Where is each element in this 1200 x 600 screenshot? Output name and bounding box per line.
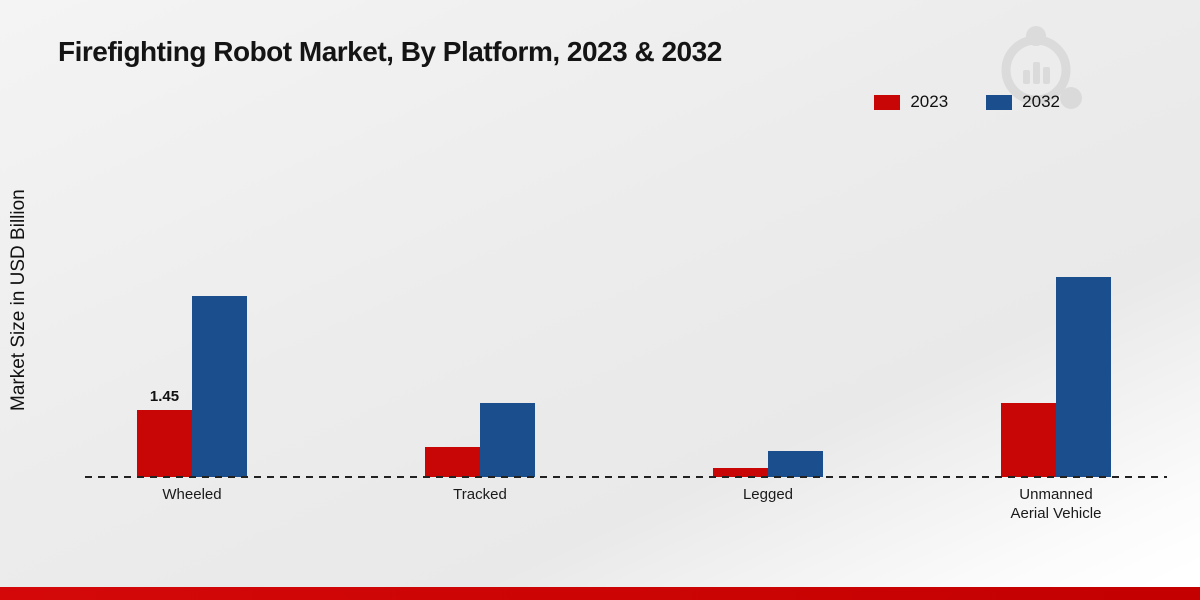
- bar-2023-wheeled: 1.45: [137, 388, 192, 477]
- legend-label-2023: 2023: [910, 92, 949, 111]
- footer-stripe: [0, 587, 1200, 600]
- brand-watermark-icon: [1001, 26, 1082, 109]
- bar-2032-unmanned-aerial-vehicle: [1056, 277, 1111, 477]
- bar-2032-tracked: [480, 403, 535, 477]
- bar-2032-legged: [768, 451, 823, 477]
- chart-column-unmanned-aerial-vehicle: Unmanned Aerial Vehicle: [912, 267, 1200, 522]
- category-label-tracked: Tracked: [453, 486, 507, 503]
- bar-value-label: 1.45: [149, 388, 180, 405]
- legend-item-2032: 2032: [986, 92, 1060, 112]
- chart-column-legged: Legged: [624, 267, 912, 503]
- category-label-legged: Legged: [742, 486, 794, 503]
- bar-group-unmanned-aerial-vehicle: [1001, 277, 1111, 477]
- chart-column-wheeled: 1.45 Wheeled: [48, 267, 336, 503]
- y-axis-label: Market Size in USD Billion: [8, 189, 29, 411]
- bar-group-legged: [713, 451, 823, 477]
- bar-2023-unmanned-aerial-vehicle: [1001, 403, 1056, 477]
- chart-title: Firefighting Robot Market, By Platform, …: [58, 36, 722, 67]
- x-axis-baseline: [85, 476, 1167, 478]
- legend-label-2032: 2032: [1022, 92, 1060, 111]
- category-label-wheeled: Wheeled: [162, 486, 222, 503]
- bar-2032-wheeled: [192, 296, 247, 477]
- plot-area: 1.45 Wheeled Tracked Legged Unmanned Aerial …: [48, 267, 1200, 522]
- bar-group-wheeled: 1.45: [137, 296, 247, 477]
- bar-group-tracked: [425, 403, 535, 477]
- legend-swatch-2023-icon: [874, 94, 901, 110]
- category-label-unmanned-aerial-vehicle: Unmanned Aerial Vehicle: [1010, 486, 1102, 522]
- chart-legend: 2023 2032: [874, 92, 1060, 112]
- legend-swatch-2032-icon: [986, 94, 1013, 110]
- chart-column-tracked: Tracked: [336, 267, 624, 503]
- bar-2023-legged: [713, 468, 768, 477]
- bar-2023-tracked: [425, 447, 480, 477]
- legend-item-2023: 2023: [874, 92, 948, 112]
